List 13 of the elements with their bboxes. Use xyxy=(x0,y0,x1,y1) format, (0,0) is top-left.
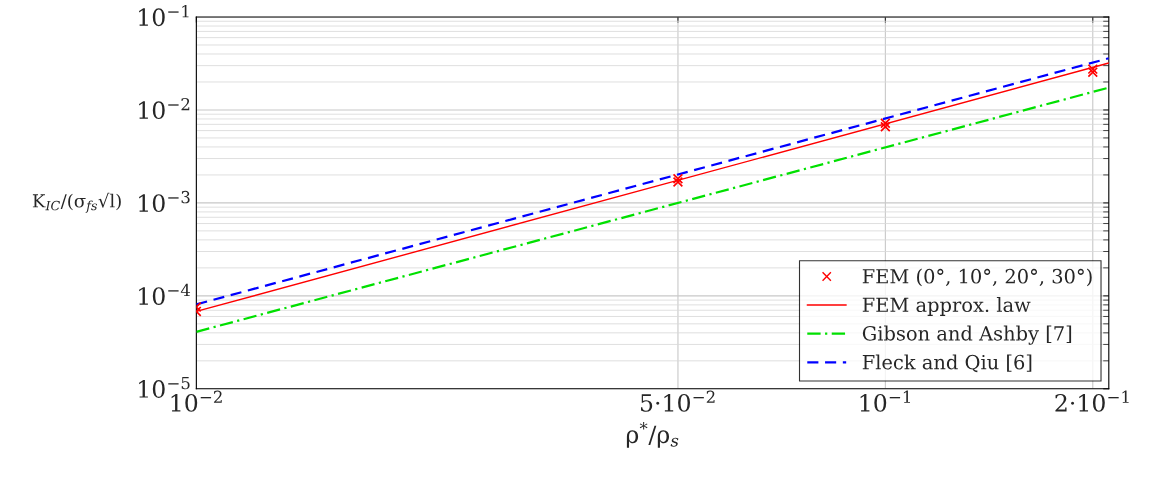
legend-label: FEM approx. law xyxy=(862,297,1031,316)
y-tick-label: 10$^{−3}$ xyxy=(139,190,190,213)
y-axis-title: K$_{IC}$/(σ$_{fs}$√l) xyxy=(32,192,121,213)
y-tick-label: 10$^{−4}$ xyxy=(139,283,191,305)
legend-label: Gibson and Ashby [7] xyxy=(862,325,1072,345)
y-tick-label: 10$^{−2}$ xyxy=(139,97,190,120)
legend-label: FEM (0°, 10°, 20°, 30°) xyxy=(862,268,1092,287)
legend-label: Fleck and Qiu [6] xyxy=(862,354,1032,373)
y-tick-label: 10$^{−1}$ xyxy=(139,4,189,27)
x-tick-label: 2·10$^{−1}$ xyxy=(1055,390,1129,412)
x-axis-title: ρ$^{*}$/ρ$_{s}$ xyxy=(626,422,679,448)
x-tick-label: 5·10$^{−2}$ xyxy=(641,390,715,412)
x-tick-label: 10$^{−1}$ xyxy=(860,390,911,412)
